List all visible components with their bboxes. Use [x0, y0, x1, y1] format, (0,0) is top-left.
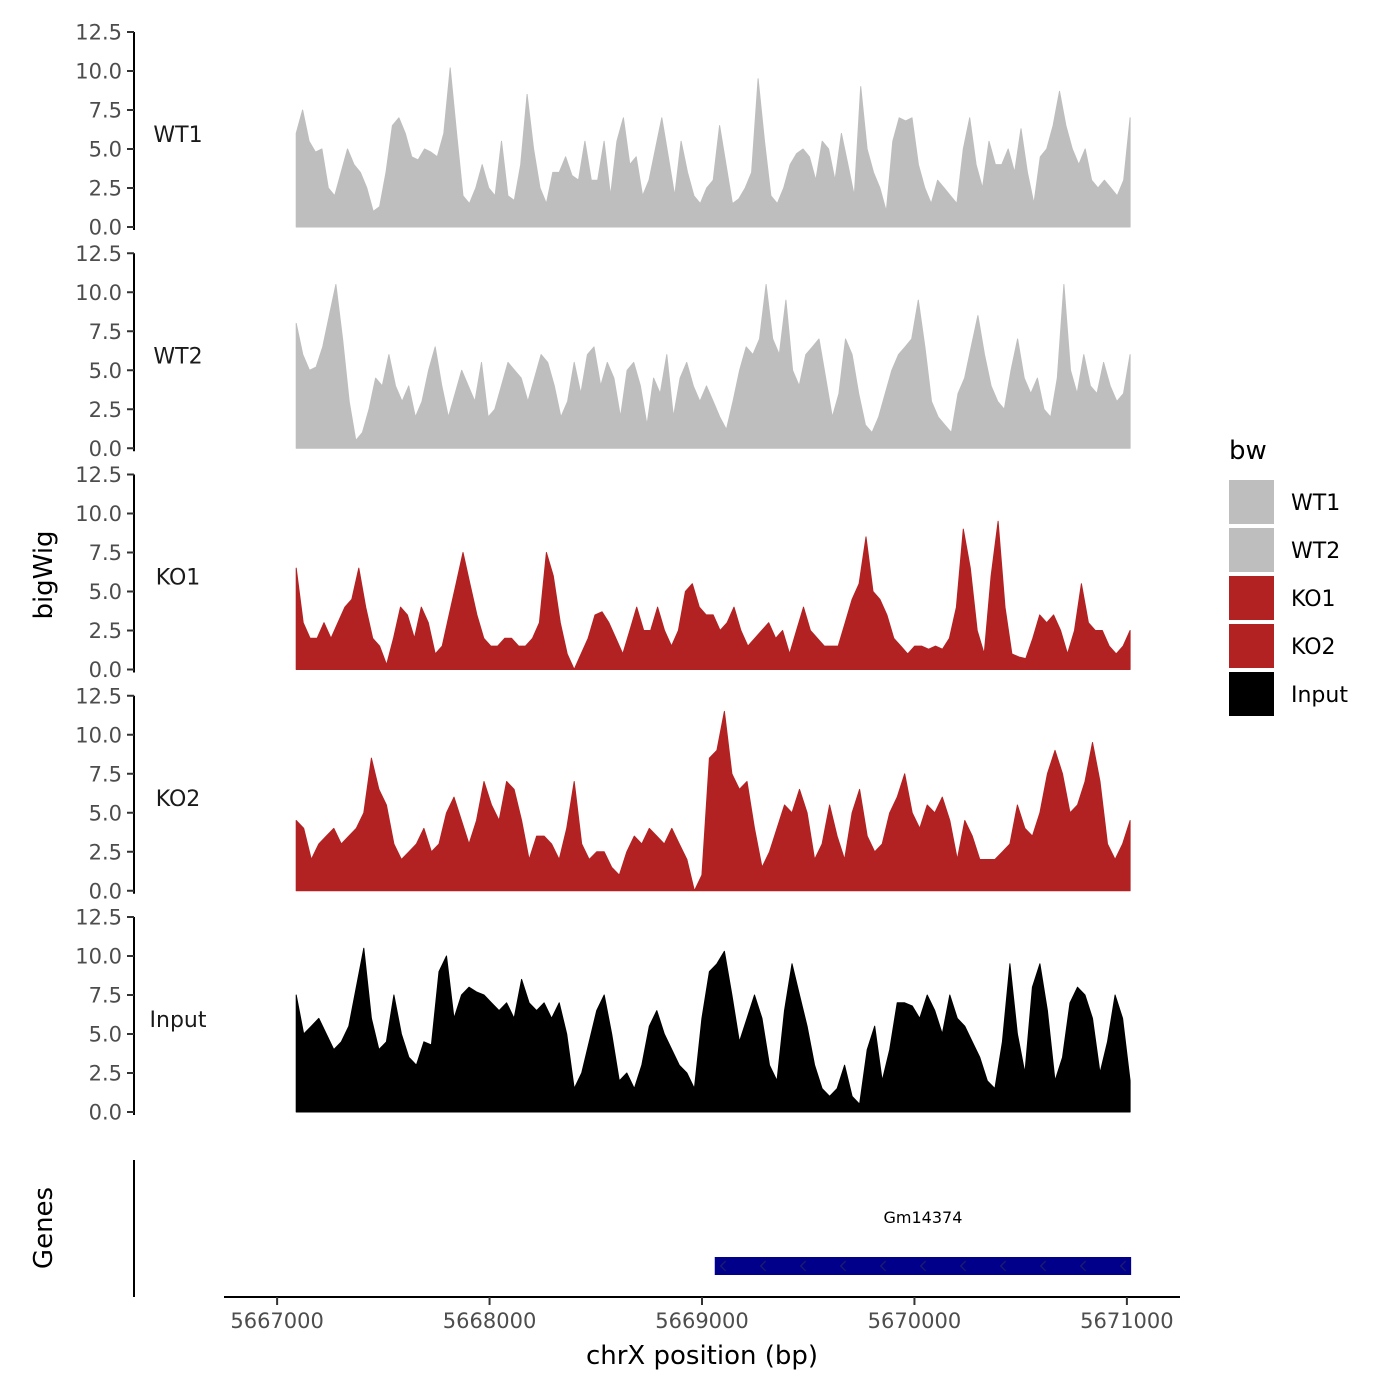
area-ko1	[295, 520, 1131, 670]
track-label: KO1	[156, 566, 201, 591]
y-tick-label: 12.5	[75, 684, 122, 708]
track-label: WT2	[153, 344, 202, 369]
y-tick-label: 2.5	[89, 177, 122, 201]
y-tick-label: 7.5	[89, 99, 122, 123]
area-wt2	[295, 284, 1131, 449]
legend-item-wt2: WT2	[1229, 528, 1340, 572]
area-input	[295, 947, 1131, 1113]
y-tick-label: 10.0	[75, 60, 122, 84]
y-tick-label: 7.5	[89, 541, 122, 565]
legend-swatch	[1229, 624, 1274, 668]
y-axis-title: bigWig	[29, 530, 59, 619]
y-tick-label: 12.5	[75, 21, 122, 45]
legend-swatch	[1229, 528, 1274, 572]
track-wt2: 0.0 2.5 5.0 7.5 10.0 12.5 WT2	[75, 242, 1131, 461]
legend-item-wt1: WT1	[1229, 480, 1340, 524]
area-wt1	[295, 67, 1131, 228]
x-axis-title: chrX position (bp)	[586, 1341, 818, 1371]
y-tick-label: 2.5	[89, 1062, 122, 1086]
legend-swatch	[1229, 672, 1274, 716]
legend-label: Input	[1291, 683, 1348, 708]
genes-axis-title: Genes	[29, 1187, 59, 1269]
legend-label: WT2	[1291, 539, 1340, 564]
track-wt1: 0.0 2.5 5.0 7.5 10.0 12.5 WT1	[75, 21, 1131, 240]
y-tick-label: 5.0	[89, 359, 122, 383]
bigwig-tracks: 0.0 2.5 5.0 7.5 10.0 12.5 WT1 0.0 2.5 5.0 7.5 10.0 1…	[75, 21, 1131, 1125]
y-tick-label: 5.0	[89, 801, 122, 825]
track-ko1: 0.0 2.5 5.0 7.5 10.0 12.5 KO1	[75, 463, 1131, 682]
y-tick-label: 2.5	[89, 398, 122, 422]
track-input: 0.0 2.5 5.0 7.5 10.0 12.5 Input	[75, 906, 1131, 1125]
y-tick-label: 7.5	[89, 984, 122, 1008]
legend-label: KO1	[1291, 587, 1336, 612]
x-tick-label: 5667000	[230, 1309, 324, 1333]
y-tick-label: 10.0	[75, 502, 122, 526]
track-ko2: 0.0 2.5 5.0 7.5 10.0 12.5 KO2	[75, 684, 1131, 903]
genes-panel: Gm14374	[133, 1160, 1132, 1297]
legend-label: KO2	[1291, 635, 1336, 660]
y-tick-label: 0.0	[89, 658, 122, 682]
y-tick-label: 2.5	[89, 619, 122, 643]
y-tick-label: 2.5	[89, 840, 122, 864]
x-tick-label: 5671000	[1080, 1309, 1174, 1333]
y-tick-label: 0.0	[89, 879, 122, 903]
x-tick-label: 5670000	[868, 1309, 962, 1333]
area-ko2	[295, 710, 1131, 892]
track-label: WT1	[153, 123, 202, 148]
track-label: KO2	[156, 787, 201, 812]
y-tick-label: 5.0	[89, 1023, 122, 1047]
gene-body	[714, 1257, 1132, 1275]
y-tick-label: 0.0	[89, 216, 122, 240]
y-tick-label: 10.0	[75, 945, 122, 969]
legend: bw WT1 WT2 KO1 KO2 Input	[1229, 436, 1348, 716]
y-tick-label: 12.5	[75, 463, 122, 487]
y-tick-label: 0.0	[89, 1101, 122, 1125]
legend-title: bw	[1229, 436, 1267, 466]
x-tick-label: 5669000	[655, 1309, 749, 1333]
y-tick-label: 12.5	[75, 906, 122, 930]
legend-item-input: Input	[1229, 672, 1348, 716]
legend-item-ko1: KO1	[1229, 576, 1336, 620]
y-tick-label: 7.5	[89, 320, 122, 344]
strand-arrows	[719, 1260, 1127, 1272]
legend-item-ko2: KO2	[1229, 624, 1336, 668]
y-tick-label: 5.0	[89, 580, 122, 604]
legend-swatch	[1229, 480, 1274, 524]
y-tick-label: 12.5	[75, 242, 122, 266]
track-label: Input	[150, 1008, 207, 1033]
y-tick-label: 5.0	[89, 138, 122, 162]
legend-swatch	[1229, 576, 1274, 620]
x-axis: 5667000 5668000 5669000 5670000 5671000	[224, 1296, 1180, 1333]
y-tick-label: 10.0	[75, 723, 122, 747]
x-tick-label: 5668000	[443, 1309, 537, 1333]
gene-label: Gm14374	[883, 1208, 962, 1227]
y-tick-label: 7.5	[89, 762, 122, 786]
y-tick-label: 10.0	[75, 281, 122, 305]
legend-label: WT1	[1291, 491, 1340, 516]
y-tick-label: 0.0	[89, 437, 122, 461]
